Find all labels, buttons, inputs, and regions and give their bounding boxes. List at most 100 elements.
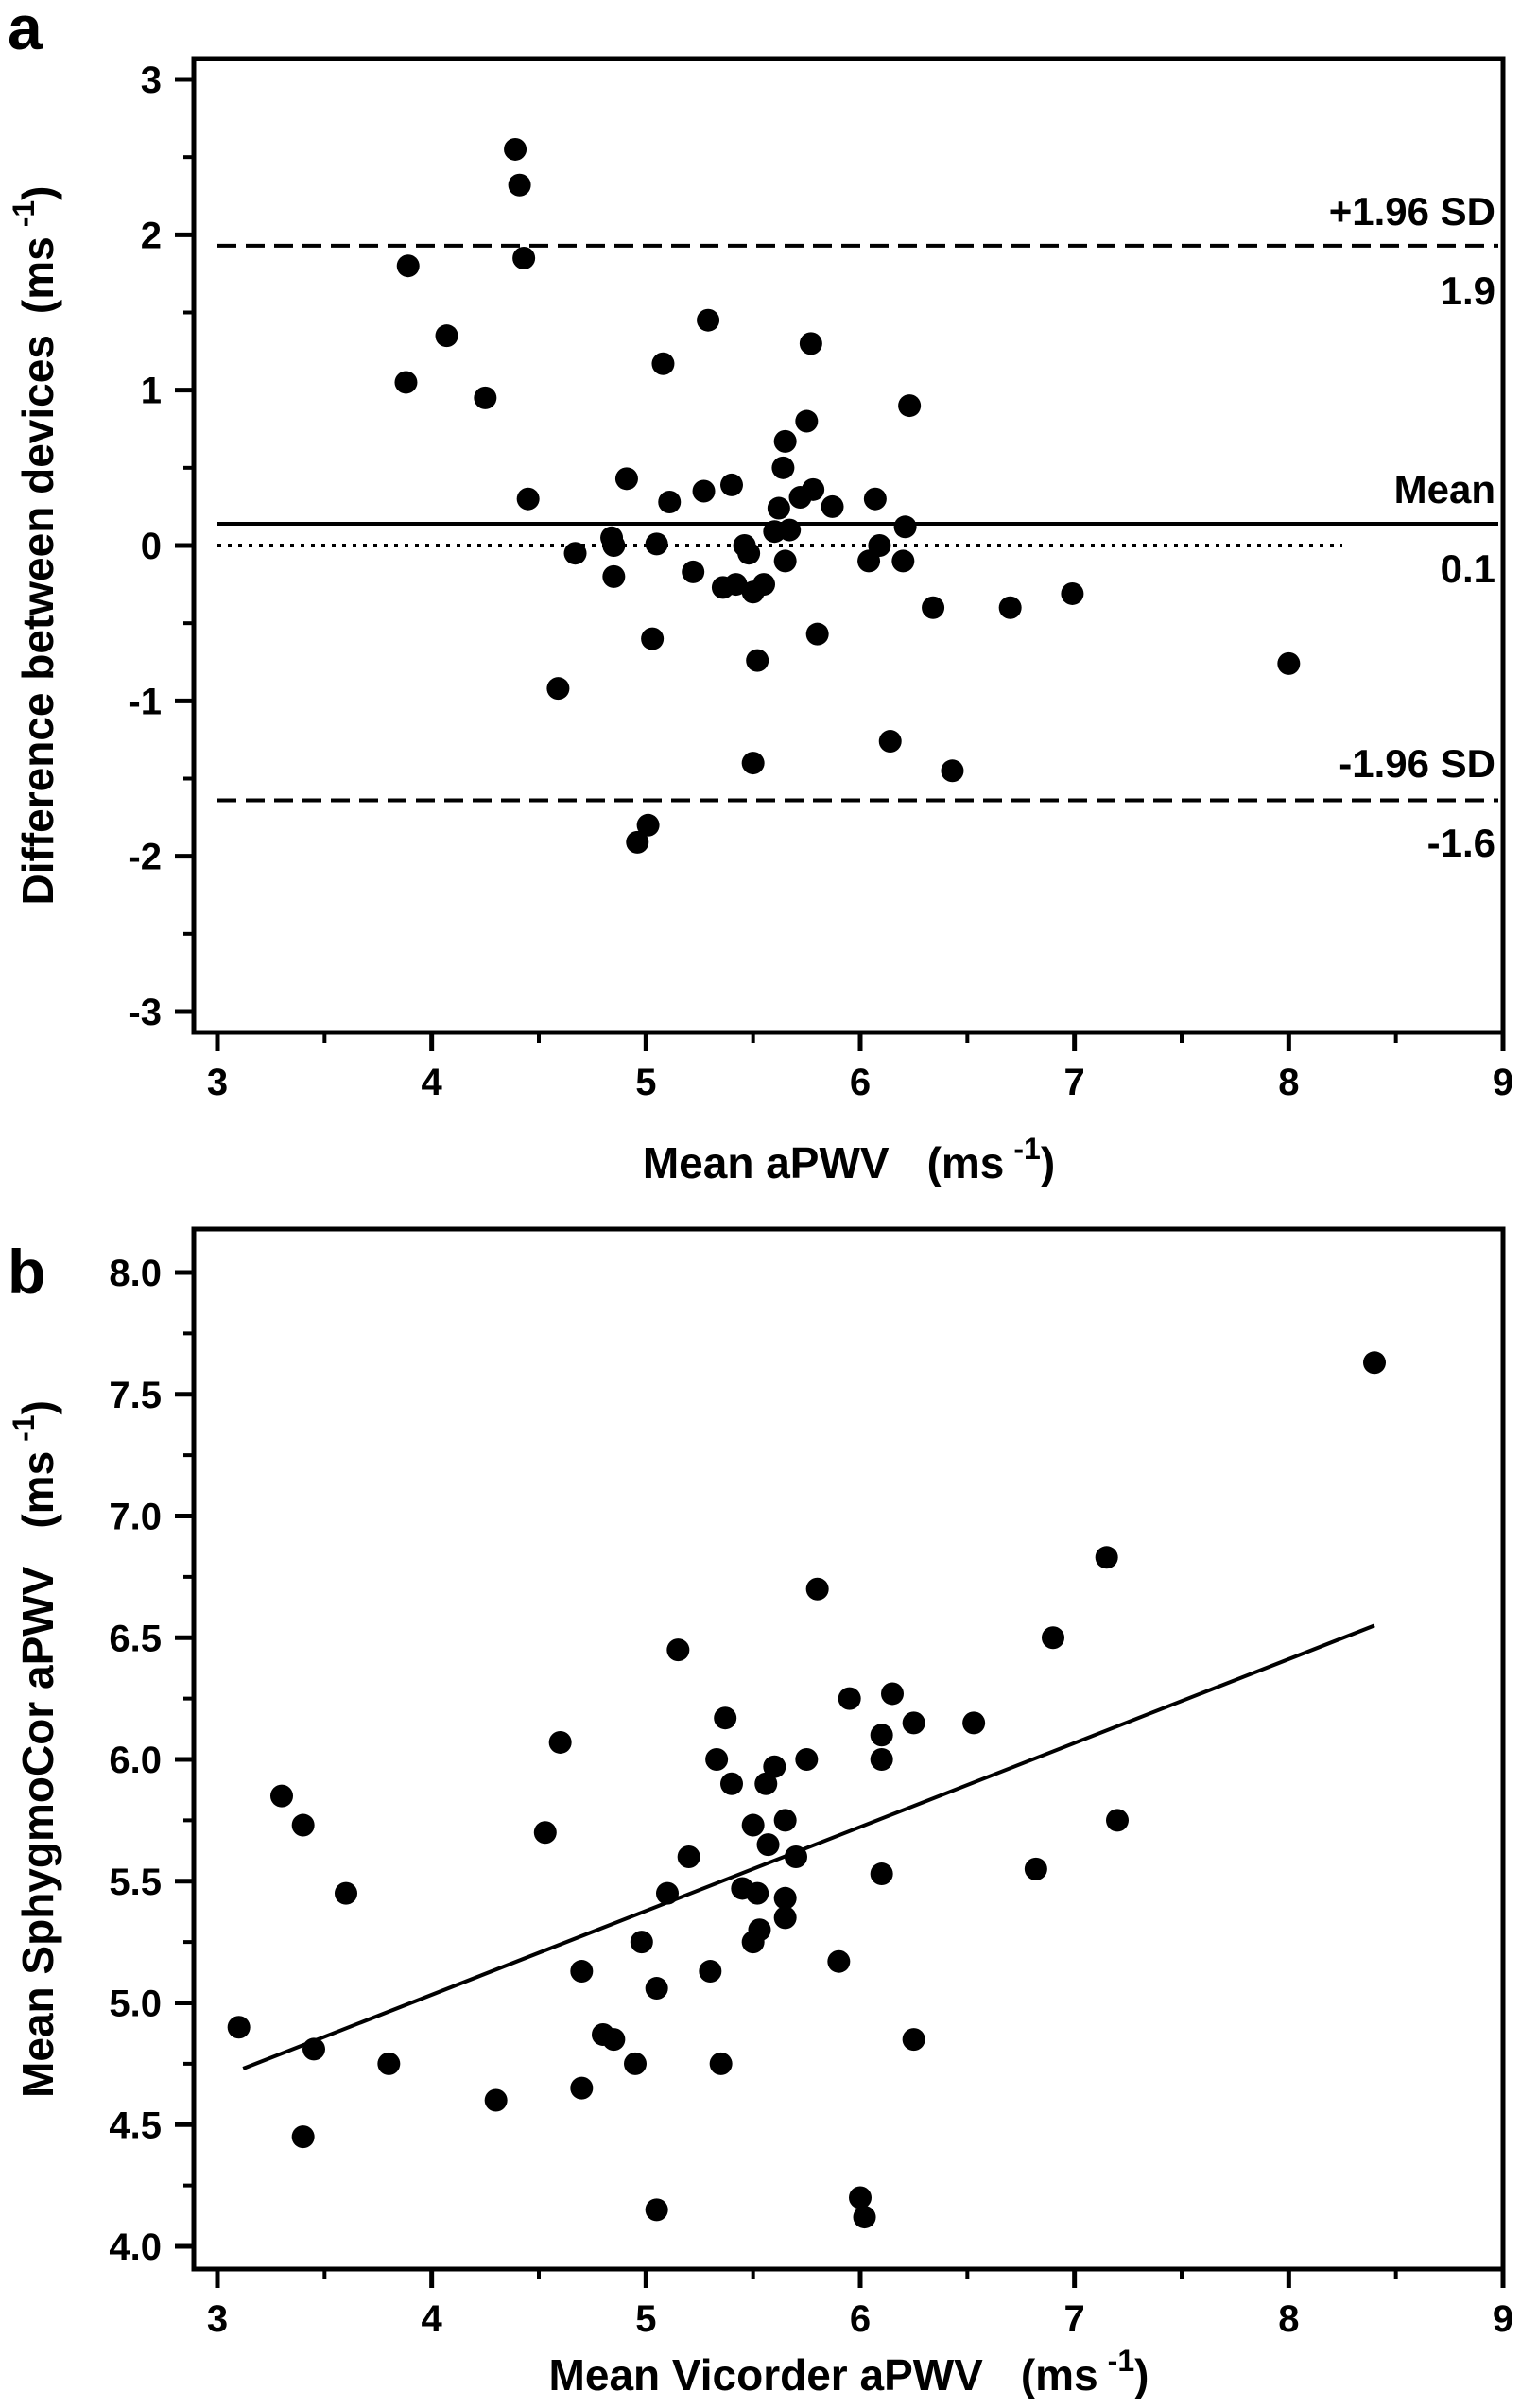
data-point: [799, 332, 822, 355]
data-point: [335, 1881, 357, 1905]
panel-b-x-axis-unit-close: ): [1134, 2350, 1149, 2399]
data-point: [614, 467, 638, 491]
data-point: [697, 308, 720, 332]
panel-a-x-axis-unit: (ms: [927, 1138, 1005, 1187]
data-point: [658, 490, 682, 513]
data-point: [773, 429, 797, 453]
data-point: [1106, 1809, 1129, 1832]
data-point: [504, 137, 527, 161]
data-point: [682, 560, 705, 583]
panel-b-regression: [242, 1623, 1375, 2070]
panel-a-points: [394, 137, 1301, 854]
x-tick-label: 3: [207, 2298, 228, 2340]
data-point: [795, 409, 819, 433]
data-point: [394, 371, 418, 394]
data-point: [705, 1748, 729, 1771]
data-point: [773, 1809, 797, 1832]
data-point: [645, 2198, 668, 2222]
data-point: [746, 649, 769, 672]
data-point: [570, 1960, 594, 1984]
data-point: [630, 1931, 653, 1954]
y-tick-label: 0: [141, 526, 162, 567]
data-point: [636, 813, 660, 837]
data-point: [1095, 1546, 1118, 1569]
x-tick-label: 8: [1278, 1062, 1299, 1103]
data-point: [533, 1821, 557, 1845]
data-point: [546, 677, 570, 701]
data-point: [435, 324, 458, 348]
data-point: [692, 479, 716, 503]
panel-b-x-axis-unit-exp: -1: [1108, 2344, 1134, 2378]
data-point: [922, 596, 945, 619]
data-point: [624, 2052, 647, 2075]
data-point: [771, 456, 795, 479]
y-tick-label: 6.5: [109, 1618, 162, 1659]
data-point: [484, 2088, 508, 2112]
data-point: [677, 1845, 700, 1868]
data-point: [1363, 1351, 1386, 1375]
panel-a-y-ticks: -3 -2 -1 0 1 2 3: [128, 60, 194, 1033]
data-point: [741, 1813, 765, 1837]
data-point: [849, 2186, 872, 2209]
data-point: [891, 549, 915, 573]
data-point: [902, 2028, 925, 2052]
panel-b-plot-frame: [191, 1226, 1506, 2272]
data-point: [548, 1730, 572, 1754]
data-point: [821, 494, 844, 518]
x-tick-label: 4: [422, 2298, 443, 2340]
panel-a-y-axis-label: Difference between devices: [13, 335, 62, 905]
data-point: [898, 394, 922, 418]
y-tick-label: -1: [128, 681, 162, 722]
y-tick-label: 1: [141, 371, 162, 412]
y-tick-label: 4.5: [109, 2105, 162, 2146]
x-tick-label: 5: [635, 2298, 656, 2340]
data-point: [941, 759, 964, 783]
panel-b-y-axis-title: Mean SphygmoCor aPWV (ms -1): [7, 1400, 62, 2098]
upper-limit-value: 1.9: [1441, 269, 1495, 313]
panel-a-x-axis-title: Mean aPWV (ms -1): [643, 1132, 1055, 1187]
data-point: [709, 2052, 733, 2075]
data-point: [1042, 1626, 1064, 1650]
data-point: [785, 1845, 807, 1868]
data-point: [773, 1886, 797, 1910]
data-point: [1277, 651, 1301, 675]
data-point: [746, 1881, 769, 1905]
data-point: [737, 542, 761, 565]
data-point: [645, 1977, 668, 2001]
data-point: [602, 564, 626, 588]
regression-line: [242, 1623, 1375, 2070]
data-point: [756, 1833, 780, 1857]
data-point: [1024, 1857, 1047, 1880]
data-point: [838, 1687, 861, 1710]
data-point: [870, 1748, 893, 1771]
data-point: [805, 622, 829, 646]
y-tick-label: 6.0: [109, 1740, 162, 1781]
panel-b-y-ticks: 4.0 4.5 5.0 5.5 6.0 6.5 7.0 7.5 8.0: [109, 1253, 194, 2268]
panel-b-y-axis-label: Mean SphygmoCor aPWV: [13, 1566, 62, 2098]
x-tick-label: 3: [207, 1062, 228, 1103]
panel-b: b 4.0 4.5 5.0 5.5 6.0 6.5 7.0 7.5 8.0 3 4 5 6 7 8 9 Me…: [7, 1226, 1513, 2399]
panel-a-y-axis-unit-close: ): [13, 186, 62, 200]
data-point: [748, 1918, 771, 1942]
panel-a-x-axis-unit-exp: -1: [1013, 1132, 1040, 1166]
data-point: [720, 1772, 743, 1795]
lower-limit-value: -1.6: [1427, 821, 1495, 865]
data-point: [656, 1881, 679, 1905]
mean-line-label: Mean: [1394, 467, 1495, 511]
panel-b-y-axis-unit: (ms: [13, 1451, 62, 1529]
panel-a: a -3 -2 -1 0 1 2 3 3 4 5 6 7 8 9 +1.96 SD 1.9 Mean 0…: [7, 0, 1513, 1187]
lower-limit-label: -1.96 SD: [1339, 741, 1495, 786]
x-tick-label: 7: [1064, 1062, 1085, 1103]
data-point: [291, 2125, 315, 2149]
data-point: [302, 2037, 325, 2061]
y-tick-label: -3: [128, 992, 162, 1033]
panel-b-points: [227, 1351, 1386, 2229]
data-point: [778, 518, 802, 542]
data-point: [998, 596, 1022, 619]
data-point: [752, 573, 775, 597]
data-point: [699, 1960, 722, 1984]
data-point: [795, 1748, 819, 1771]
data-point: [602, 2028, 626, 2052]
data-point: [626, 830, 649, 854]
